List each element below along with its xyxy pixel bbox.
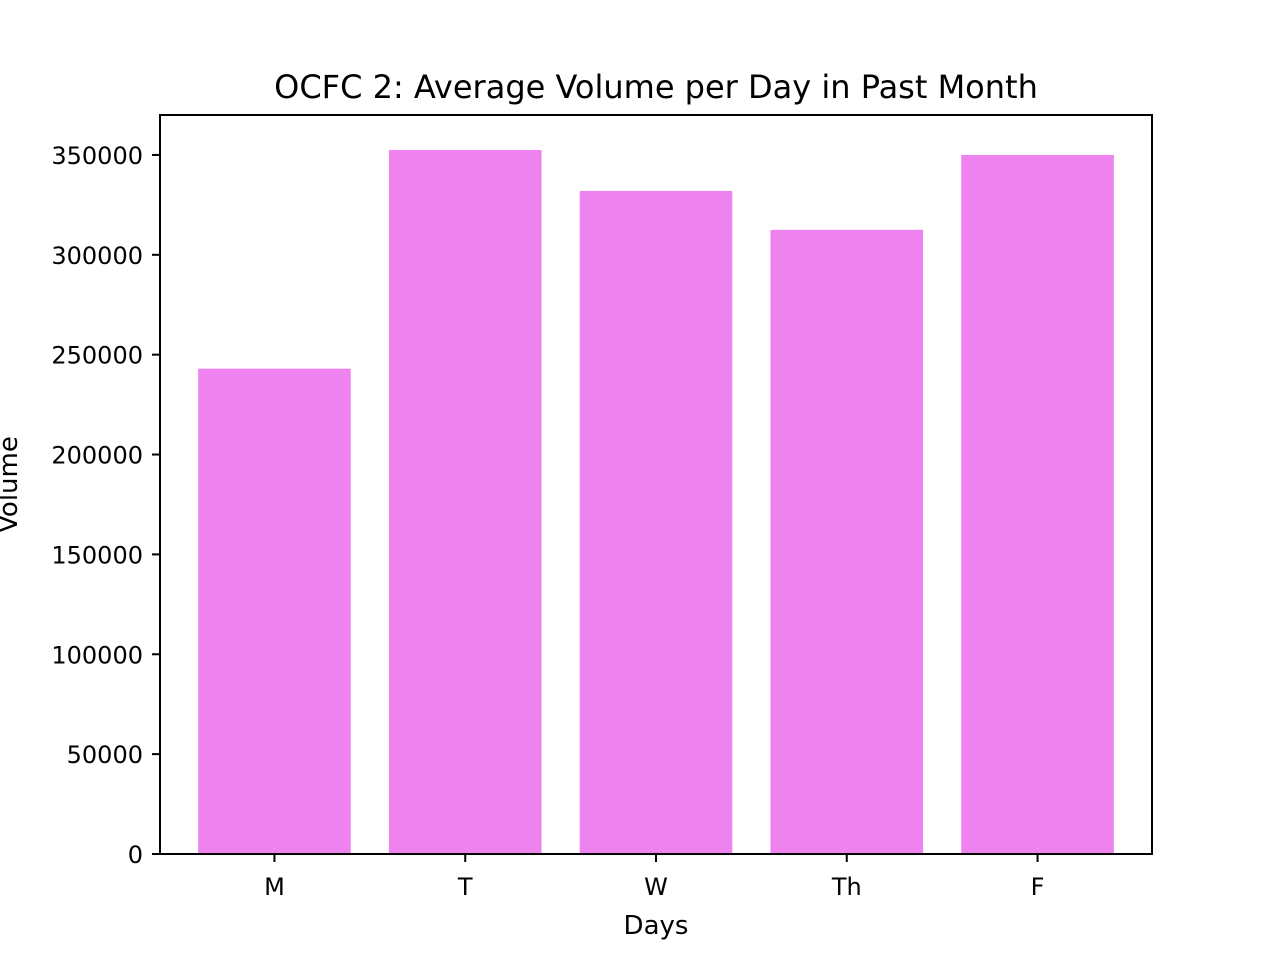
bars-group bbox=[198, 149, 1114, 855]
y-tick-label: 200000 bbox=[51, 442, 143, 470]
y-tick-label: 0 bbox=[128, 841, 143, 869]
y-axis-label: Volume bbox=[0, 436, 24, 533]
x-tick-label: M bbox=[264, 873, 285, 901]
x-tick-label: Th bbox=[831, 873, 862, 901]
x-tick-label: W bbox=[644, 873, 668, 901]
y-tick-label: 100000 bbox=[51, 641, 143, 669]
y-tick-label: 300000 bbox=[51, 242, 143, 270]
bar-m bbox=[198, 368, 351, 854]
y-axis-ticks: 0 50000 100000 150000 200000 250000 300000 3500… bbox=[51, 142, 160, 869]
bar-f bbox=[961, 154, 1114, 855]
x-axis-ticks: M T W Th F bbox=[264, 854, 1044, 901]
y-tick-label: 50000 bbox=[67, 741, 143, 769]
x-tick-label: F bbox=[1031, 873, 1045, 901]
y-tick-label: 250000 bbox=[51, 342, 143, 370]
bar-t bbox=[388, 149, 542, 854]
x-axis-label: Days bbox=[624, 911, 689, 941]
bar-w bbox=[579, 190, 733, 855]
chart-title: OCFC 2: Average Volume per Day in Past M… bbox=[274, 68, 1038, 106]
y-tick-label: 350000 bbox=[51, 142, 143, 170]
x-tick-label: T bbox=[457, 873, 473, 901]
bar-th bbox=[770, 229, 924, 854]
y-tick-label: 150000 bbox=[51, 541, 143, 569]
